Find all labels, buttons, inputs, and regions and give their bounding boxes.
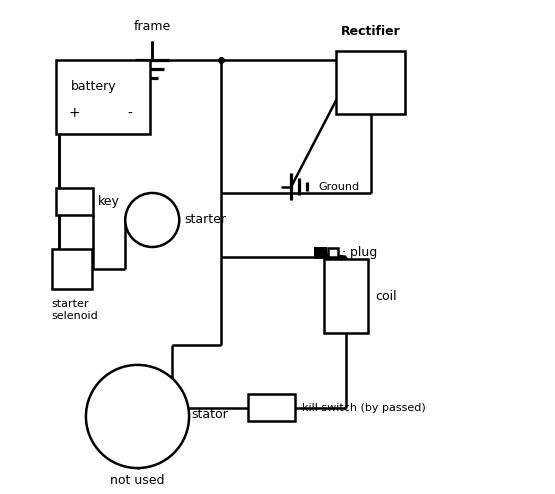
Text: stator: stator	[191, 408, 228, 420]
Text: kill switch (by passed): kill switch (by passed)	[302, 403, 426, 413]
Text: · plug: · plug	[342, 247, 377, 259]
Bar	[57, 60, 150, 134]
Text: starter: starter	[184, 213, 226, 226]
Text: not used: not used	[110, 474, 165, 487]
Bar	[57, 188, 93, 215]
Text: key: key	[98, 195, 120, 208]
Text: selenoid: selenoid	[52, 311, 98, 321]
Circle shape	[86, 365, 189, 468]
Bar	[324, 259, 369, 333]
Text: Ground: Ground	[318, 182, 360, 192]
Text: frame: frame	[134, 20, 171, 33]
Text: +: +	[69, 106, 80, 121]
Bar	[336, 50, 405, 115]
Text: Rectifier: Rectifier	[341, 25, 401, 38]
Bar	[52, 249, 92, 289]
Text: coil: coil	[376, 289, 397, 303]
Bar	[248, 394, 295, 421]
Circle shape	[125, 193, 179, 247]
Bar	[314, 247, 327, 259]
Text: starter: starter	[52, 298, 89, 309]
Text: battery: battery	[71, 80, 117, 92]
Text: -: -	[128, 106, 133, 121]
Bar	[328, 248, 338, 257]
